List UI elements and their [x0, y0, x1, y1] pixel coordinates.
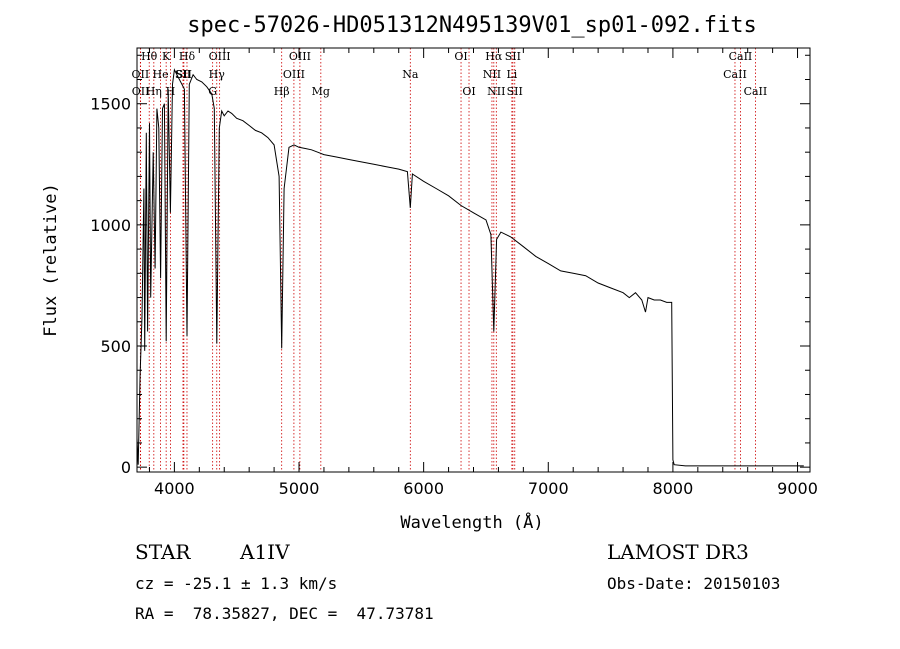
x-tick-label-2: 6000 [403, 479, 444, 498]
coordinates: RA = 78.35827, DEC = 47.73781 [135, 604, 434, 623]
line-label-12: G [208, 85, 217, 98]
y-axis-ticks: 0 500 1000 1500 [90, 54, 810, 477]
y-tick-label-3: 1500 [90, 95, 131, 114]
object-type: STAR [135, 540, 191, 564]
line-label-0: Hθ [141, 50, 158, 63]
line-label-18: OI [454, 50, 467, 63]
line-label-17: Na [402, 68, 419, 81]
y-tick-label-2: 1000 [90, 216, 131, 235]
line-label-20: Hα [485, 50, 503, 63]
x-tick-label-4: 8000 [653, 479, 694, 498]
spectral-class: A1IV [240, 540, 290, 564]
line-label-16: Mg [312, 85, 330, 98]
line-label-13: Hβ [274, 85, 290, 98]
line-label-24: SII [507, 85, 523, 98]
line-label-10: OIII [209, 50, 231, 63]
line-label-6: H [166, 85, 176, 98]
x-tick-label-1: 5000 [279, 479, 320, 498]
line-label-15: OIII [283, 68, 305, 81]
y-axis-label: Flux (relative) [41, 183, 61, 337]
y-tick-label-1: 500 [100, 337, 131, 356]
line-label-28: CaII [744, 85, 768, 98]
line-label-14: OIII [289, 50, 311, 63]
x-axis-label: Wavelength (Å) [400, 511, 543, 533]
spectrum-chart: spec-57026-HD051312N495139V01_sp01-092.f… [41, 13, 818, 533]
line-label-25: Li [506, 68, 517, 81]
x-axis-ticks: 4000 5000 6000 7000 8000 9000 [148, 48, 818, 498]
line-label-11: Hγ [209, 68, 226, 81]
line-label-4: Hη [146, 85, 162, 98]
line-label-2: OII [132, 85, 150, 98]
line-label-5: K [162, 50, 171, 63]
line-label-26: CaII [729, 50, 753, 63]
x-tick-label-0: 4000 [154, 479, 195, 498]
x-tick-label-5: 9000 [777, 479, 818, 498]
line-label-21: NII [483, 68, 501, 81]
line-label-23: SII [505, 50, 521, 63]
plot-frame [136, 47, 811, 473]
survey-name: LAMOST DR3 [607, 540, 749, 564]
line-label-9: SII [176, 68, 192, 81]
spectral-line-markers [139, 48, 756, 472]
redshift-cz: cz = -25.1 ± 1.3 km/s [135, 574, 338, 593]
line-label-19: OI [462, 85, 475, 98]
observation-date: Obs-Date: 20150103 [607, 574, 781, 593]
chart-title: spec-57026-HD051312N495139V01_sp01-092.f… [187, 13, 757, 38]
flux-series-line [136, 68, 804, 467]
x-tick-label-3: 7000 [528, 479, 569, 498]
line-label-1: OII [132, 68, 150, 81]
y-tick-label-0: 0 [121, 458, 131, 477]
line-label-27: CaII [723, 68, 747, 81]
line-label-3: He [153, 68, 169, 81]
line-label-7: Hδ [179, 50, 196, 63]
line-label-22: NII [487, 85, 505, 98]
